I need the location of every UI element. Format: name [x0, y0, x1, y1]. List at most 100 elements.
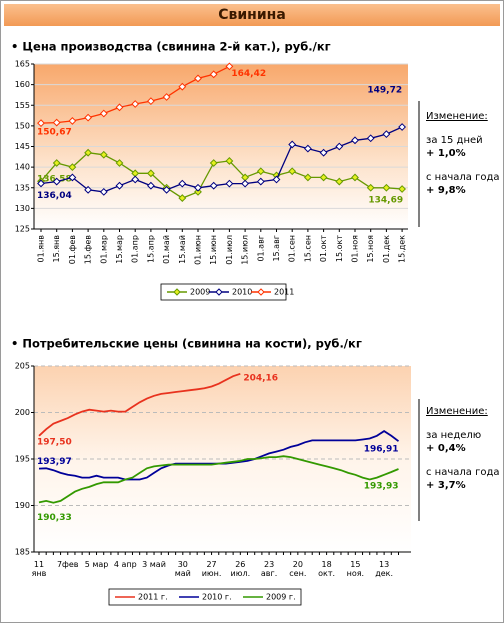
annotation: Изменение:: [426, 406, 488, 417]
series-line: [38, 372, 241, 437]
data-label: 136,58: [37, 175, 72, 185]
point-marker: [146, 181, 155, 190]
legend-label: 2009 г.: [266, 593, 296, 602]
x-tick-label: 13 дек.: [375, 560, 394, 578]
y-tick-label: 125: [15, 225, 30, 234]
point-marker: [303, 173, 312, 182]
y-tick-label: 195: [15, 455, 30, 464]
x-tick-label: 01.май: [162, 235, 171, 264]
legend-label: 2010 г.: [202, 593, 232, 602]
x-tick-label: 15.фев: [84, 235, 93, 264]
point-marker: [37, 179, 45, 188]
point-marker: [84, 185, 93, 194]
series-line: [38, 455, 399, 504]
point-marker: [37, 119, 45, 128]
x-tick-label: 15.апр: [146, 235, 155, 263]
point-marker: [335, 177, 344, 186]
point-marker: [288, 167, 297, 176]
legend-marker: [173, 288, 181, 296]
data-label: 164,42: [231, 69, 266, 79]
annotation: + 3,7%: [426, 480, 466, 491]
x-tick-label: 15.дек: [398, 235, 407, 263]
point-marker: [131, 175, 140, 184]
point-marker: [256, 177, 265, 186]
y-tick-label: 200: [15, 408, 30, 417]
point-marker: [115, 181, 124, 190]
data-label: 190,33: [37, 513, 72, 523]
y-tick-label: 165: [15, 60, 30, 69]
x-tick-label: 01.фев: [68, 235, 77, 264]
y-tick-label: 150: [15, 121, 30, 130]
point-marker: [303, 144, 312, 153]
point-marker: [68, 173, 77, 182]
point-marker: [52, 118, 61, 127]
point-marker: [115, 159, 124, 167]
y-tick-label: 145: [15, 142, 30, 151]
x-tick-label: 15.янв: [52, 235, 61, 263]
x-tick-label: 15.июн: [209, 235, 218, 265]
point-marker: [382, 183, 391, 192]
annotation: с начала года: [426, 172, 500, 183]
x-tick-label: 01.авг: [256, 235, 265, 262]
point-marker: [209, 70, 218, 79]
plot-area: [34, 366, 411, 552]
point-marker: [84, 113, 93, 122]
point-marker: [288, 140, 297, 149]
point-marker: [351, 173, 359, 182]
point-marker: [84, 148, 93, 157]
point-marker: [68, 163, 77, 172]
legend-label: 2011: [274, 288, 294, 297]
data-label: 150,67: [37, 128, 72, 138]
x-tick-label: 15.июл: [241, 235, 250, 265]
point-marker: [319, 173, 328, 182]
x-tick-label: 15.сен: [303, 235, 312, 262]
point-marker: [209, 159, 218, 167]
point-marker: [209, 181, 218, 190]
x-tick-label: 15 ноя.: [346, 560, 365, 578]
x-tick-label: 4 апр: [113, 560, 137, 569]
x-tick-label: 01.мар: [99, 235, 108, 264]
y-tick-label: 130: [15, 204, 30, 213]
point-marker: [366, 134, 375, 143]
x-tick-label: 15.ноя: [366, 235, 375, 263]
annotation: с начала года: [426, 467, 500, 478]
point-marker: [99, 150, 108, 159]
annotation: + 0,4%: [426, 443, 466, 454]
point-marker: [194, 187, 202, 196]
y-tick-label: 205: [15, 362, 30, 371]
change-panel: Изменение: за неделю + 0,4% с начала года + …: [426, 406, 502, 493]
x-tick-label: 27 июн.: [201, 560, 222, 578]
point-marker: [256, 167, 265, 176]
y-tick-label: 140: [15, 163, 30, 172]
y-tick-label: 135: [15, 183, 30, 192]
point-marker: [225, 179, 234, 188]
y-tick-label: 160: [15, 80, 30, 89]
legend-box: [108, 588, 302, 606]
point-marker: [225, 157, 234, 165]
point-marker: [366, 183, 375, 192]
data-label: 193,93: [364, 481, 399, 491]
annotation: Изменение:: [426, 111, 488, 122]
legend-marker: [215, 288, 223, 296]
x-tick-label: 15.авг: [272, 235, 281, 262]
x-tick-label: 01.дек: [382, 235, 391, 263]
x-tick-label: 23 авг.: [260, 560, 278, 578]
x-tick-label: 01.янв: [37, 235, 46, 263]
point-marker: [272, 175, 281, 184]
x-tick-label: 7фев: [56, 560, 79, 569]
x-tick-label: 20 сен.: [289, 560, 307, 578]
point-marker: [68, 117, 77, 125]
data-label: 193,97: [37, 457, 72, 467]
point-marker: [225, 62, 234, 71]
x-tick-label: 15.окт: [335, 235, 344, 262]
point-marker: [241, 179, 250, 188]
x-tick-label: 15.май: [178, 235, 187, 264]
x-tick-label: 3 май: [142, 560, 166, 569]
point-marker: [194, 74, 202, 83]
legend-label: 2010: [232, 288, 252, 297]
data-label: 134,69: [368, 196, 403, 206]
point-marker: [178, 179, 187, 188]
data-label: 196,91: [364, 445, 399, 455]
